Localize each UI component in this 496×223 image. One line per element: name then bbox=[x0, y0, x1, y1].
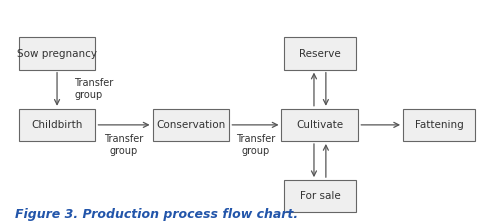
Text: Transfer
group: Transfer group bbox=[74, 78, 114, 100]
Text: Sow pregnancy: Sow pregnancy bbox=[17, 49, 97, 58]
FancyBboxPatch shape bbox=[403, 109, 475, 141]
Text: Cultivate: Cultivate bbox=[296, 120, 344, 130]
Text: Transfer
group: Transfer group bbox=[104, 134, 144, 156]
Text: Transfer
group: Transfer group bbox=[236, 134, 275, 156]
Text: Figure 3. Production process flow chart.: Figure 3. Production process flow chart. bbox=[15, 208, 298, 221]
FancyBboxPatch shape bbox=[282, 109, 358, 141]
Text: Fattening: Fattening bbox=[415, 120, 463, 130]
FancyBboxPatch shape bbox=[284, 37, 356, 70]
Text: For sale: For sale bbox=[300, 191, 340, 201]
Text: Childbirth: Childbirth bbox=[31, 120, 83, 130]
FancyBboxPatch shape bbox=[153, 109, 229, 141]
Text: Reserve: Reserve bbox=[299, 49, 341, 58]
Text: Conservation: Conservation bbox=[156, 120, 226, 130]
FancyBboxPatch shape bbox=[19, 109, 95, 141]
FancyBboxPatch shape bbox=[284, 180, 356, 212]
FancyBboxPatch shape bbox=[19, 37, 95, 70]
